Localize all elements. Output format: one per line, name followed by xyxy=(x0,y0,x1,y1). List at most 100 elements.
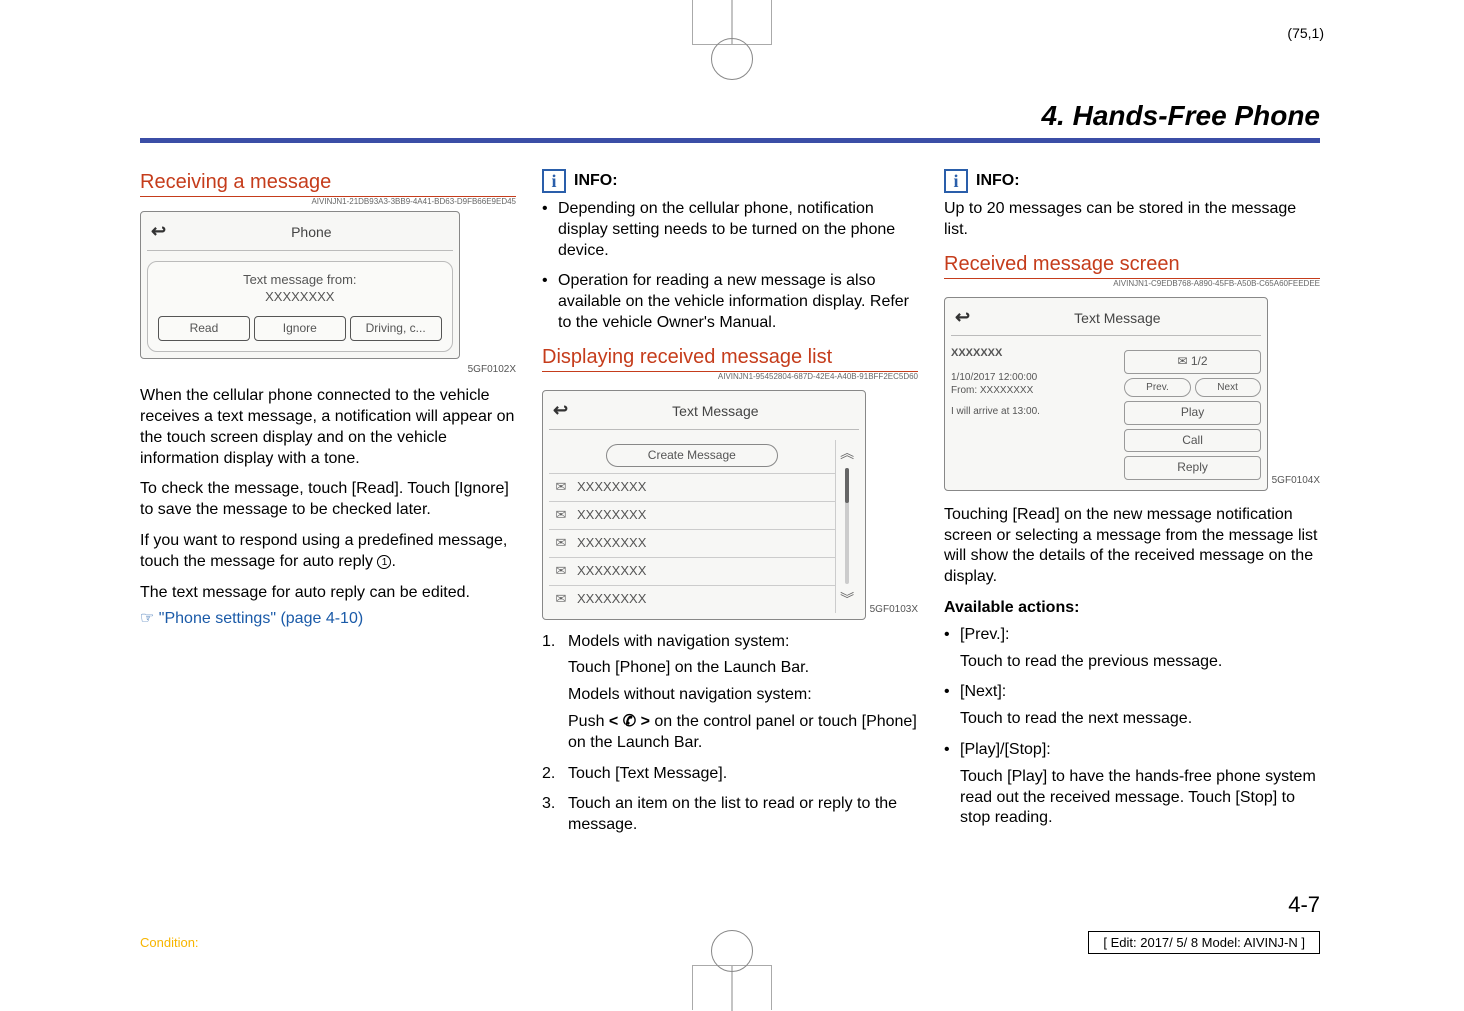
envelope-closed-icon: ✉ xyxy=(553,479,569,496)
notif-line2: XXXXXXXX xyxy=(158,289,442,306)
list-item: ✉XXXXXXXX xyxy=(549,502,835,530)
heading-received-screen: Received message screen xyxy=(944,251,1320,279)
create-message-btn: Create Message xyxy=(606,444,777,468)
edit-stamp: [ Edit: 2017/ 5/ 8 Model: AIVINJ-N ] xyxy=(1088,931,1320,954)
circled-1-icon: 1 xyxy=(377,555,391,569)
crop-mark-bottom xyxy=(692,965,772,1010)
action-prev-desc: Touch to read the previous message. xyxy=(960,652,1320,673)
info-label-1: INFO: xyxy=(574,171,618,192)
envelope-open-icon: ✉ xyxy=(553,535,569,552)
figure-message-list: ↩ Text Message Create Message ✉ XXXXXXXX … xyxy=(542,390,866,619)
guid-3: AIVINJN1-C9EDB768-A890-45FB-A50B-C65A60F… xyxy=(944,279,1320,289)
chapter-rule xyxy=(140,138,1320,143)
back-icon: ↩ xyxy=(955,306,970,329)
action-next: [Next]: Touch to read the next message. xyxy=(944,682,1320,730)
action-play-title: [Play]/[Stop]: xyxy=(960,740,1320,761)
btn-reply: Reply xyxy=(1124,456,1260,480)
envelope-open-icon: ✉ xyxy=(553,591,569,608)
figure-notif-title: Phone xyxy=(174,223,449,241)
back-icon: ↩ xyxy=(151,220,166,243)
chapter-title: 4. Hands-Free Phone xyxy=(140,100,1320,132)
heading-receiving-message: Receiving a message xyxy=(140,169,516,197)
para-c1-3a: If you want to respond using a predefine… xyxy=(140,532,507,570)
figure-code-1: 5GF0102X xyxy=(140,363,516,376)
figure-code-3: 5GF0104X xyxy=(1272,474,1320,487)
para-c3-1: Up to 20 messages can be stored in the m… xyxy=(944,199,1320,241)
figure-notification: ↩ Phone Text message from: XXXXXXXX Read… xyxy=(140,211,460,359)
phone-handset-icon: ✆ xyxy=(623,713,636,730)
action-prev: [Prev.]: Touch to read the previous mess… xyxy=(944,625,1320,673)
crop-mark-top xyxy=(692,0,772,45)
scroll-up-icon: ︽ xyxy=(840,444,854,462)
notif-box: Text message from: XXXXXXXX Read Ignore … xyxy=(147,261,453,352)
info-block-1: i INFO: xyxy=(542,169,918,193)
step1-b: Touch [Phone] on the Launch Bar. xyxy=(568,658,918,679)
notif-line1: Text message from: xyxy=(158,272,442,289)
step-1: Models with navigation system: Touch [Ph… xyxy=(542,632,918,754)
chip-next: Next xyxy=(1195,378,1261,397)
figure-received-message: ↩ Text Message XXXXXXX 1/10/2017 12:00:0… xyxy=(944,297,1268,491)
list-item: ✉ XXXXXXXX xyxy=(549,586,835,613)
figure-list-header: ↩ Text Message xyxy=(549,397,859,429)
figure-recv-title: Text Message xyxy=(978,309,1257,327)
footer: Condition: 4-7 [ Edit: 2017/ 5/ 8 Model:… xyxy=(140,892,1320,950)
envelope-open-icon: ✉ xyxy=(553,563,569,580)
recv-body: I will arrive at 13:00. xyxy=(951,405,1114,418)
recv-count: ✉ 1/2 xyxy=(1124,350,1260,374)
heading-display-list: Displaying received message list xyxy=(542,344,918,372)
step1-d: Push < ✆ > on the control panel or touch… xyxy=(568,712,918,754)
step1-d-post: on the control panel or touch [Phone] on… xyxy=(568,713,917,751)
step1-d-pre: Push xyxy=(568,713,609,730)
action-play-desc: Touch [Play] to have the hands-free phon… xyxy=(960,767,1320,829)
list-item: ✉XXXXXXXX xyxy=(549,474,835,502)
message-list-body: Create Message ✉ XXXXXXXX ✉ XXXXXXXX ✉ XXXX… xyxy=(549,440,835,613)
recv-sender: XXXXXXX xyxy=(951,346,1114,360)
column-1: Receiving a message AIVINJN1-21DB93A3-3B… xyxy=(140,169,516,846)
guid-2: AIVINJN1-95452804-687D-42E4-A40B-91BFF2E… xyxy=(542,372,918,382)
action-prev-title: [Prev.]: xyxy=(960,625,1320,646)
step1-c: Models without navigation system: xyxy=(568,685,918,706)
list-item-label: XXXXXXXX xyxy=(577,591,646,608)
guid-1: AIVINJN1-21DB93A3-3BB9-4A41-BD63-D9FB66E… xyxy=(140,197,516,207)
action-next-desc: Touch to read the next message. xyxy=(960,709,1320,730)
scroll-track xyxy=(845,468,849,585)
step-3: Touch an item on the list to read or rep… xyxy=(542,794,918,836)
figure-list-title: Text Message xyxy=(576,402,855,420)
info-icon: i xyxy=(944,169,968,193)
para-c3-2: Touching [Read] on the new message notif… xyxy=(944,505,1320,588)
scroll-bar: ︽ ︾ xyxy=(835,440,859,613)
condition-label: Condition: xyxy=(140,935,199,950)
column-2: i INFO: Depending on the cellular phone,… xyxy=(542,169,918,846)
chip-prev: Prev. xyxy=(1124,378,1190,397)
para-c1-4: The text message for auto reply can be e… xyxy=(140,583,516,604)
info-bullet-1: Depending on the cellular phone, notific… xyxy=(542,199,918,261)
figure-code-2: 5GF0103X xyxy=(870,603,918,616)
list-item: ✉ XXXXXXXX xyxy=(549,558,835,586)
list-item-label: XXXXXXXX xyxy=(577,563,646,580)
notif-btn-read: Read xyxy=(158,316,250,342)
available-actions-heading: Available actions: xyxy=(944,598,1320,619)
para-c1-1: When the cellular phone connected to the… xyxy=(140,386,516,469)
info-label-2: INFO: xyxy=(976,171,1020,192)
list-item-label: XXXXXXXX xyxy=(577,535,646,552)
step-2: Touch [Text Message]. xyxy=(542,764,918,785)
recv-left: XXXXXXX 1/10/2017 12:00:00 From: XXXXXXX… xyxy=(951,346,1114,483)
recv-right: ✉ 1/2 Prev. Next Play Call Reply xyxy=(1124,346,1260,483)
notif-btn-ignore: Ignore xyxy=(254,316,346,342)
step1-a: Models with navigation system: xyxy=(568,632,918,653)
figure-notif-header: ↩ Phone xyxy=(147,218,453,250)
back-icon: ↩ xyxy=(553,399,568,422)
page-number: 4-7 xyxy=(1088,892,1320,918)
para-c1-3: If you want to respond using a predefine… xyxy=(140,531,516,573)
figure-recv-header: ↩ Text Message xyxy=(951,304,1261,336)
btn-call: Call xyxy=(1124,429,1260,453)
para-c1-3b: . xyxy=(391,553,395,570)
btn-play: Play xyxy=(1124,401,1260,425)
recv-meta: 1/10/2017 12:00:00 From: XXXXXXXX xyxy=(951,371,1114,397)
lt-icon: < xyxy=(609,713,618,730)
link-phone-settings: "Phone settings" (page 4-10) xyxy=(140,609,516,630)
column-3: i INFO: Up to 20 messages can be stored … xyxy=(944,169,1320,846)
page-content: 4. Hands-Free Phone Receiving a message … xyxy=(140,100,1320,846)
para-c1-2: To check the message, touch [Read]. Touc… xyxy=(140,479,516,521)
info-block-2: i INFO: xyxy=(944,169,1320,193)
